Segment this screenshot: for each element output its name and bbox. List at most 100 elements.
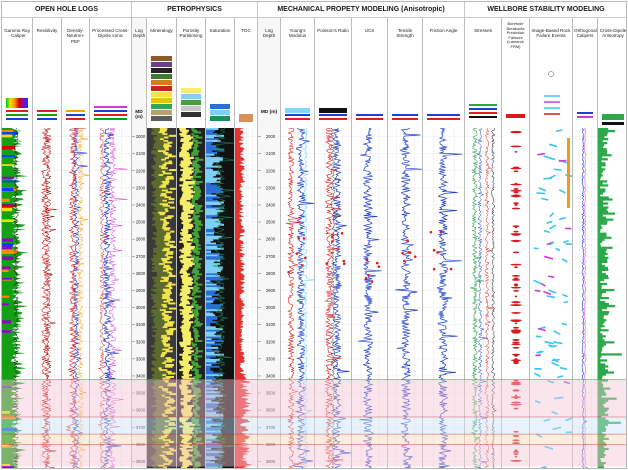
lith-band [169, 287, 173, 290]
lith-band [151, 369, 160, 372]
por-band [182, 227, 192, 230]
anisotropy-bar [598, 236, 612, 239]
lith-band [153, 136, 165, 139]
lith-band [152, 254, 165, 257]
lith-band [165, 292, 172, 295]
por-band [195, 245, 199, 248]
por-band [192, 292, 196, 295]
lith-band [152, 146, 165, 149]
anisotropy-bar [598, 280, 601, 284]
anisotropy-bar [598, 305, 616, 308]
anisotropy-bar [598, 367, 606, 370]
sat-band [206, 175, 214, 178]
sat-band [206, 416, 224, 419]
track-borehole-breakouts: Borehole Breakouts Prediction Failures (… [502, 18, 530, 468]
lith-band [163, 343, 171, 346]
anisotropy-bar [598, 423, 608, 426]
core-point [432, 248, 436, 252]
anisotropy-bar [598, 140, 603, 143]
mech-curve [436, 128, 463, 468]
plot-toc [235, 128, 257, 468]
resistivity-medium [43, 128, 57, 468]
anisotropy-bar [598, 272, 606, 276]
por-band [193, 375, 202, 378]
anisotropy-bar [598, 321, 605, 324]
zone-bands [2, 379, 626, 467]
por-band [179, 153, 190, 156]
por-band [182, 463, 193, 466]
lith-band [170, 449, 176, 452]
por-band [194, 186, 200, 189]
lith-band [168, 281, 172, 284]
por-band [193, 449, 198, 452]
rock-failure-event [537, 152, 546, 156]
anisotropy-bar [598, 230, 601, 233]
breakout-mark [514, 150, 518, 153]
anisotropy-bar [598, 294, 602, 298]
depth-label: 2200 [136, 168, 146, 173]
lith-band [156, 275, 169, 278]
lith-band [155, 331, 167, 334]
sat-band [206, 204, 212, 207]
por-band [193, 329, 199, 332]
por-band [191, 271, 199, 274]
lith-band [166, 251, 174, 254]
breakout-mark [512, 389, 520, 392]
anisotropy-bar [598, 445, 604, 449]
por-band [194, 333, 199, 336]
sat-band [206, 444, 222, 447]
anisotropy-bar [598, 282, 607, 286]
sat-band [206, 328, 223, 331]
anisotropy-bar [598, 467, 609, 468]
breakout-mark [513, 187, 519, 190]
rock-failure-event [559, 189, 566, 194]
lith-band [152, 439, 163, 442]
por-band [180, 146, 192, 149]
por-band [194, 257, 203, 260]
sat-band [206, 145, 217, 148]
anisotropy-bar [598, 375, 603, 378]
por-band [195, 136, 203, 139]
por-band [195, 191, 202, 194]
por-band [195, 442, 204, 445]
por-band [182, 208, 191, 211]
por-band [182, 264, 193, 267]
por-band [193, 251, 201, 254]
lith-band [168, 302, 176, 305]
sat-band [206, 211, 218, 214]
lith-band [154, 435, 161, 438]
lith-band [155, 396, 166, 399]
por-band [183, 406, 192, 409]
lith-band [155, 316, 164, 319]
lith-band [166, 452, 174, 455]
track-mineralogy: Mineralogy [147, 18, 177, 468]
por-band [194, 464, 201, 467]
toc-fill [235, 128, 253, 468]
breakout-mark [513, 379, 519, 382]
anisotropy-bar [598, 194, 601, 197]
lith-band [156, 271, 168, 274]
sat-band [206, 153, 215, 156]
breakout-mark [510, 183, 522, 186]
por-band [193, 324, 202, 327]
lith-band [155, 422, 169, 425]
sat-band [206, 415, 224, 418]
breakout-mark [510, 239, 522, 242]
plot-youngs-modulus [281, 128, 314, 468]
sat-band [206, 310, 211, 313]
rock-failure-event [541, 197, 549, 201]
anisotropy-bar [598, 437, 609, 441]
anisotropy-bar [598, 182, 603, 185]
por-band [179, 369, 191, 372]
por-band [195, 437, 202, 440]
por-band [193, 276, 201, 279]
por-band [182, 336, 192, 339]
mech-curve [395, 128, 422, 468]
gr-facies-mark [2, 411, 11, 414]
por-band [194, 192, 200, 195]
sat-band [206, 410, 220, 413]
lith-band [152, 334, 162, 337]
lith-band [165, 350, 173, 353]
por-band [183, 242, 192, 245]
lith-band [159, 309, 166, 312]
